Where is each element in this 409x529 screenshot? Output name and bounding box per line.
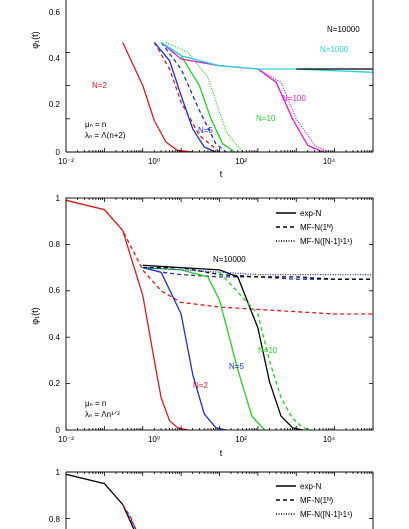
panel-1-ytick-0: 0 xyxy=(56,148,61,157)
panel-2-xtick-1e-2: 10⁻² xyxy=(58,435,74,444)
panel-2-param-mu: μₙ = n xyxy=(85,399,106,408)
panel-2-label-n2: N=2 xyxy=(193,381,208,390)
legend-label-exp: exp-N xyxy=(300,209,322,218)
panel-3: 1 0.8 exp-N MF-N(1ᴺ) MF-N([N-1]¹1¹) xyxy=(49,468,374,529)
panel-1-xtick-1e4: 10⁴ xyxy=(323,157,336,166)
panel-2-label-n5: N=5 xyxy=(229,362,244,371)
panel-2-xtick-1e4: 10⁴ xyxy=(323,435,336,444)
panel-1-ytick-06: 0.6 xyxy=(49,8,61,17)
panel-1-ytick-02: 0.2 xyxy=(49,100,61,109)
series-line-n2-dashed-1 xyxy=(66,199,373,315)
series-line-n10000-dashed-6 xyxy=(142,266,373,280)
panel-1-xlabel: t xyxy=(220,169,223,179)
legend-label-mf1n: MF-N(1ᴺ) xyxy=(300,223,334,232)
panel-1-ticks xyxy=(65,52,374,153)
panel-1-xtick-1e2: 10² xyxy=(235,157,247,166)
series-line-n100-dotted-7 xyxy=(257,68,329,152)
panel-3-ytick-08: 0.8 xyxy=(49,515,61,524)
panel-1-param-mu: μₙ = n xyxy=(85,120,106,129)
panel-1-xtick-1e0: 10⁰ xyxy=(148,157,160,166)
panel-1-param-lambda: λₙ = Λ(n+2) xyxy=(85,131,126,140)
panel-2-ytick-08: 0.8 xyxy=(49,240,61,249)
panel-2-label-n10000: N=10000 xyxy=(213,255,246,264)
panel-3-ytick-1: 1 xyxy=(56,468,61,477)
panel-1-curves xyxy=(122,41,373,152)
panel-2-label-n10: N=10 xyxy=(258,346,278,355)
series-line-n5-dashed-3 xyxy=(160,42,227,152)
panel-2-ytick-04: 0.4 xyxy=(49,333,61,342)
panel-1: 0.6 0.4 0.2 0 10⁻² 10⁰ 10² 10⁴ t φ₁(t) μ… xyxy=(30,0,374,179)
series-line-n2-solid-0 xyxy=(66,199,189,430)
panel-1-label-n10: N=10 xyxy=(256,114,276,123)
panel-1-label-n1000: N=1000 xyxy=(320,45,349,54)
series-line-n10-dotted-5 xyxy=(165,41,244,152)
panel-3-legend: exp-N MF-N(1ᴺ) MF-N([N-1]¹1¹) xyxy=(276,482,353,519)
panel-2-ytick-0: 0 xyxy=(56,426,61,435)
series-line-n1000-solid-8 xyxy=(160,41,373,73)
panel-1-label-n2: N=2 xyxy=(92,81,107,90)
panel-2-curves xyxy=(66,199,373,430)
series-line-n2-solid-0 xyxy=(122,42,193,152)
panel-2-ytick-06: 0.6 xyxy=(49,286,61,295)
series-line-n10000-dotted-7 xyxy=(142,266,373,276)
panel-2-param-lambda: λₙ = Λn¹ᐟ² xyxy=(85,410,120,419)
panel-1-label-n100: N=100 xyxy=(282,94,306,103)
series-line-n100-solid-6 xyxy=(160,41,324,152)
panel-2: 1 0.8 0.6 0.4 0.2 0 10⁻² 10⁰ 10² 10⁴ t φ… xyxy=(30,194,374,458)
legend-label-mfn11: MF-N([N-1]¹1¹) xyxy=(300,237,353,246)
panel-1-label-n10000: N=10000 xyxy=(327,25,360,34)
series-line-n5-solid-2 xyxy=(142,266,227,430)
legend-label-mfn11: MF-N([N-1]¹1¹) xyxy=(300,510,353,519)
series-line-n10-solid-4 xyxy=(160,41,236,152)
panel-1-xtick-1e-2: 10⁻² xyxy=(58,157,74,166)
series-line-n2-dashed-1 xyxy=(153,42,220,152)
legend-label-exp: exp-N xyxy=(300,482,322,491)
panel-1-ytick-04: 0.4 xyxy=(49,54,61,63)
panel-2-xlabel: t xyxy=(220,448,223,458)
panel-2-legend: exp-N MF-N(1ᴺ) MF-N([N-1]¹1¹) xyxy=(276,209,353,246)
legend-label-mf1n: MF-N(1ᴺ) xyxy=(300,496,334,505)
panel-2-ytick-02: 0.2 xyxy=(49,379,61,388)
panel-2-xtick-1e2: 10² xyxy=(235,435,247,444)
series-line-n10-solid-4 xyxy=(142,266,266,430)
panel-3-ticks xyxy=(65,471,374,519)
series-line-curve-dashed-1 xyxy=(122,504,137,529)
panel-1-label-n5: N=5 xyxy=(198,126,213,135)
panel-2-ticks xyxy=(65,197,374,431)
series-line-curve-solid-0 xyxy=(66,473,135,529)
panel-2-xtick-1e0: 10⁰ xyxy=(148,435,160,444)
series-line-n10000-solid-5 xyxy=(142,264,304,430)
series-line-n5-solid-2 xyxy=(153,41,217,152)
panel-1-ylabel: φ₁(t) xyxy=(30,31,40,48)
series-line-n5-dashed-3 xyxy=(142,266,373,280)
series-line-n10-dashed-8 xyxy=(219,271,312,430)
panel-2-ylabel: φ₁(t) xyxy=(30,307,40,324)
panel-2-ytick-1: 1 xyxy=(56,194,61,203)
panel-3-curves xyxy=(66,473,137,529)
